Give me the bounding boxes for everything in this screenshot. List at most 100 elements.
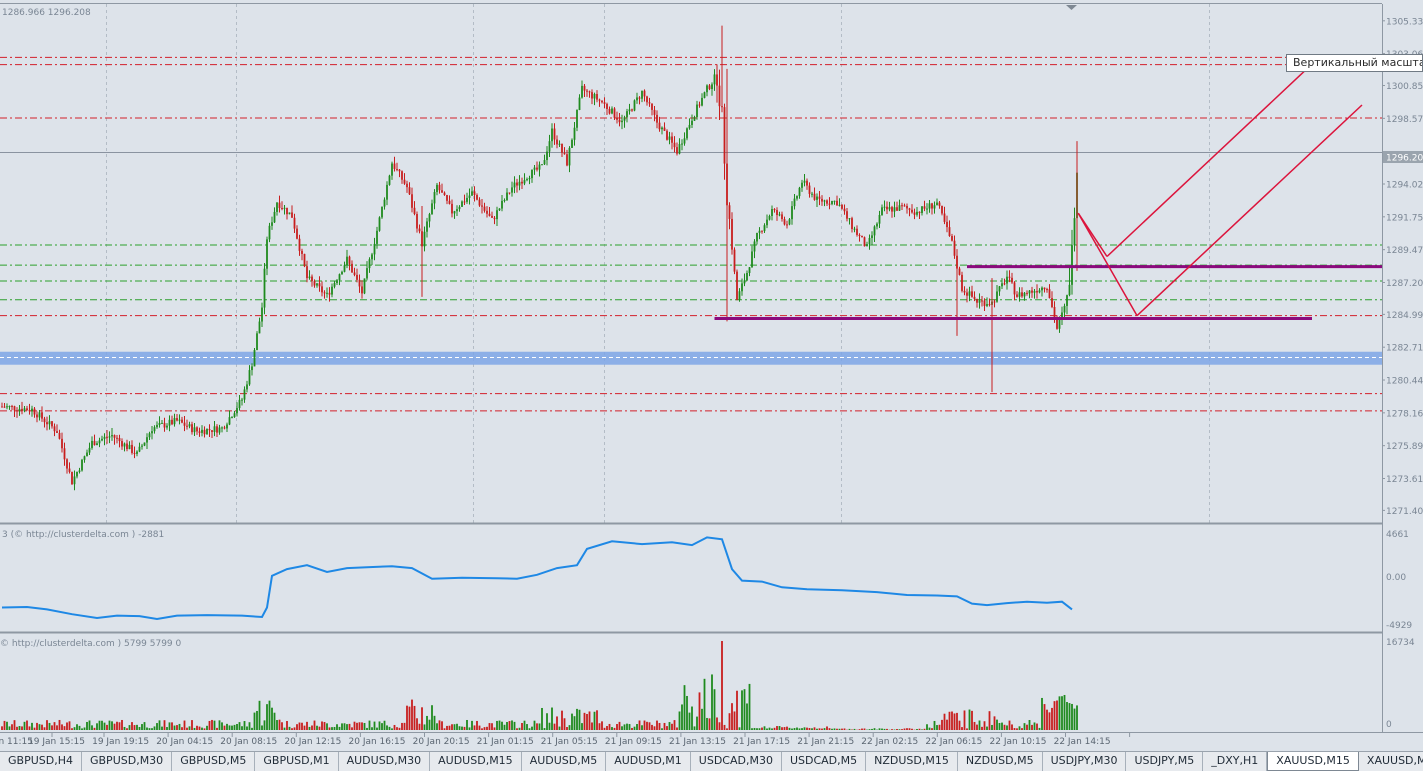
projection-lines[interactable] bbox=[1077, 61, 1363, 317]
tab-nzdusd-m5[interactable]: NZDUSD,M5 bbox=[958, 752, 1043, 771]
candle-body bbox=[303, 253, 306, 267]
candle-body bbox=[513, 182, 516, 188]
price-chart[interactable]: 1305.3351303.0601300.8501298.5751294.025… bbox=[0, 0, 1423, 751]
volume-bar bbox=[56, 725, 58, 730]
candle-body bbox=[248, 370, 251, 385]
volume-bar bbox=[1013, 728, 1016, 730]
volume-bar bbox=[486, 726, 488, 730]
candle-body bbox=[273, 211, 276, 223]
volume-bar bbox=[403, 722, 406, 730]
tab-gbpusd-h4[interactable]: GBPUSD,H4 bbox=[0, 752, 82, 771]
volume-bar bbox=[181, 727, 183, 730]
candle-body bbox=[961, 274, 963, 291]
projection-line bbox=[1077, 212, 1138, 317]
candle-body bbox=[851, 218, 853, 230]
volume-bar bbox=[98, 720, 101, 730]
volume-bar bbox=[813, 727, 816, 730]
tab-audusd-m15[interactable]: AUDUSD,M15 bbox=[430, 752, 522, 771]
volume-bar bbox=[1053, 701, 1056, 730]
tab-usdjpy-m30[interactable]: USDJPY,M30 bbox=[1043, 752, 1127, 771]
candle-body bbox=[256, 333, 258, 351]
candle-body bbox=[558, 143, 561, 145]
candle-body bbox=[833, 200, 836, 202]
volume-bar bbox=[488, 723, 491, 730]
delta-indicator-pane[interactable] bbox=[0, 525, 1382, 631]
volume-bar bbox=[386, 725, 388, 730]
tab-nzdusd-m15[interactable]: NZDUSD,M15 bbox=[866, 752, 958, 771]
candle-body bbox=[31, 408, 33, 412]
volume-bar bbox=[446, 725, 448, 730]
tab-usdjpy-m5[interactable]: USDJPY,M5 bbox=[1126, 752, 1204, 771]
candle-body bbox=[778, 214, 781, 216]
main-pane[interactable] bbox=[0, 4, 1382, 523]
time-label: 21 Jan 17:15 bbox=[733, 737, 790, 747]
volume-indicator-pane[interactable] bbox=[0, 634, 1382, 731]
volume-bar bbox=[138, 727, 141, 730]
volume-bar bbox=[671, 723, 673, 730]
volume-bar bbox=[378, 721, 381, 730]
tab-xauusd-m1[interactable]: XAUUSD,M1 bbox=[1359, 752, 1423, 771]
candle-body bbox=[348, 256, 351, 264]
tab-dxy-h1[interactable]: _DXY,H1 bbox=[1203, 752, 1268, 771]
candle-body bbox=[243, 389, 246, 400]
volume-bar bbox=[211, 719, 213, 730]
candle-body bbox=[801, 182, 803, 188]
candle-body bbox=[233, 413, 236, 418]
tab-usdcad-m5[interactable]: USDCAD,M5 bbox=[782, 752, 867, 771]
candle-body bbox=[703, 92, 706, 98]
volume-bar bbox=[616, 724, 618, 730]
price-scale[interactable] bbox=[1382, 4, 1423, 751]
volume-bar bbox=[906, 728, 908, 730]
volume-bar bbox=[971, 710, 973, 730]
volume-bar bbox=[768, 727, 771, 730]
candle-body bbox=[613, 108, 616, 118]
tab-audusd-m1[interactable]: AUDUSD,M1 bbox=[606, 752, 691, 771]
volume-bar bbox=[388, 726, 391, 730]
tab-audusd-m5[interactable]: AUDUSD,M5 bbox=[522, 752, 607, 771]
volume-bar bbox=[243, 721, 246, 730]
candle-body bbox=[206, 428, 208, 435]
candle-body bbox=[326, 292, 328, 294]
candle-body bbox=[108, 436, 111, 438]
candle-body bbox=[1, 406, 3, 408]
candle-body bbox=[408, 187, 411, 195]
volume-bar bbox=[131, 722, 133, 730]
candle-body bbox=[311, 276, 313, 282]
volume-bar bbox=[541, 707, 543, 730]
candle-body bbox=[1068, 284, 1071, 296]
chart-tabs: GBPUSD,H4 GBPUSD,M30 GBPUSD,M5 GBPUSD,M1 AUD… bbox=[0, 751, 1423, 771]
candle-body bbox=[913, 212, 916, 215]
tab-audusd-m30[interactable]: AUDUSD,M30 bbox=[339, 752, 431, 771]
candle-body bbox=[983, 300, 986, 306]
candle-body bbox=[1026, 292, 1028, 294]
tab-gbpusd-m1[interactable]: GBPUSD,M1 bbox=[255, 752, 339, 771]
candle-body bbox=[878, 215, 881, 224]
candle-body bbox=[776, 210, 778, 216]
tab-usdcad-m30[interactable]: USDCAD,M30 bbox=[691, 752, 782, 771]
candle-body bbox=[171, 419, 173, 425]
tab-xauusd-m15[interactable]: XAUUSD,M15 bbox=[1267, 752, 1359, 771]
volume-bar bbox=[621, 726, 623, 730]
candle-body bbox=[978, 300, 981, 303]
candle-body bbox=[51, 421, 53, 427]
current-price-label: 1296.208 bbox=[1386, 154, 1423, 164]
volume-bar bbox=[88, 720, 91, 730]
candle-body bbox=[43, 418, 46, 423]
volume-bar bbox=[893, 729, 896, 730]
candle-body bbox=[671, 136, 673, 143]
price-label: 1298.575 bbox=[1386, 115, 1423, 125]
volume-bar bbox=[978, 720, 981, 730]
candle-body bbox=[986, 304, 988, 306]
support-resistance-lines[interactable] bbox=[714, 265, 1403, 321]
scroll-shift-marker[interactable] bbox=[1066, 5, 1077, 10]
candle-body bbox=[238, 399, 241, 409]
volume-bar bbox=[713, 689, 716, 730]
volume-bar bbox=[241, 726, 243, 730]
candle-body bbox=[933, 205, 936, 209]
tab-gbpusd-m30[interactable]: GBPUSD,M30 bbox=[82, 752, 173, 771]
volume-bar bbox=[168, 722, 171, 730]
candle-body bbox=[468, 195, 471, 198]
tab-gbpusd-m5[interactable]: GBPUSD,M5 bbox=[172, 752, 256, 771]
volume-scale-max: 16734 bbox=[1386, 638, 1415, 648]
